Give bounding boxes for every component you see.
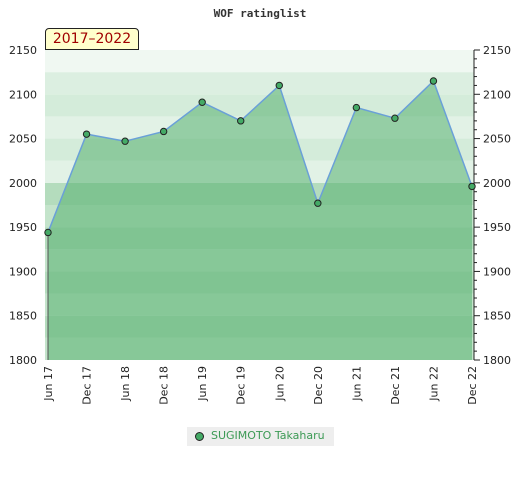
chart-title: WOF ratinglist [214,7,307,20]
data-point [468,182,476,191]
y-tick-label-left: 1950 [9,221,37,234]
data-point [44,228,52,237]
y-tick-label-right: 1950 [483,221,511,234]
data-point [429,77,438,85]
data-point [237,117,245,125]
series-area [48,81,472,360]
background-band [45,72,474,95]
y-tick-label-right: 1850 [483,310,511,323]
series-line [47,79,473,233]
y-tick-label-right: 1900 [483,265,511,278]
data-point [352,103,361,112]
x-tick-label: Dec 22 [466,366,479,405]
y-tick-label-left: 2000 [9,177,37,190]
x-tick-label: Dec 19 [235,366,248,405]
x-tick-label: Jun 19 [196,366,209,402]
y-tick-label-right: 2100 [483,88,511,101]
x-tick-label: Dec 20 [312,366,325,405]
period-label: 2017–2022 [45,28,139,50]
data-point [121,137,129,145]
data-point [198,98,206,106]
data-point [82,130,91,138]
x-axis-labels: Jun 17 Dec 17 Jun 18 Dec 18 Jun 19 Dec 19 Jun … [42,366,479,405]
x-tick-label: Dec 21 [389,366,402,405]
y-tick-label-left: 2100 [9,88,37,101]
x-tick-label: Jun 17 [42,366,55,402]
legend-series-name: SUGIMOTO Takaharu [211,429,325,442]
y-tick-label-right: 2000 [483,177,511,190]
y-tick-label-right: 2050 [483,133,511,146]
x-tick-label: Jun 22 [427,366,440,402]
y-tick-label-left: 2050 [9,133,37,146]
y-tick-label-left: 1850 [9,310,37,323]
x-tick-label: Jun 21 [350,366,363,402]
data-point [159,127,168,136]
x-tick-label: Jun 20 [273,366,286,402]
legend-marker-icon [195,432,204,441]
data-point [314,199,322,207]
x-tick-label: Jun 18 [119,366,132,402]
axes [47,49,480,361]
y-tick-label-right: 1800 [483,354,511,367]
area-layer [47,79,473,360]
x-tick-label: Dec 17 [81,366,94,405]
y-tick-label-right: 2150 [483,44,511,57]
y-tick-label-left: 2150 [9,44,37,57]
background-band [45,50,474,73]
y-tick-label-left: 1900 [9,265,37,278]
legend[interactable]: SUGIMOTO Takaharu [187,427,334,446]
data-points [44,77,476,237]
data-point [391,114,399,122]
y-tick-label-left: 1800 [9,354,37,367]
x-tick-label: Dec 18 [158,366,171,405]
data-point [275,81,283,90]
y-axis-labels: 1800 1800 1850 1850 1900 1900 1950 1950 2000 2000… [9,44,511,367]
